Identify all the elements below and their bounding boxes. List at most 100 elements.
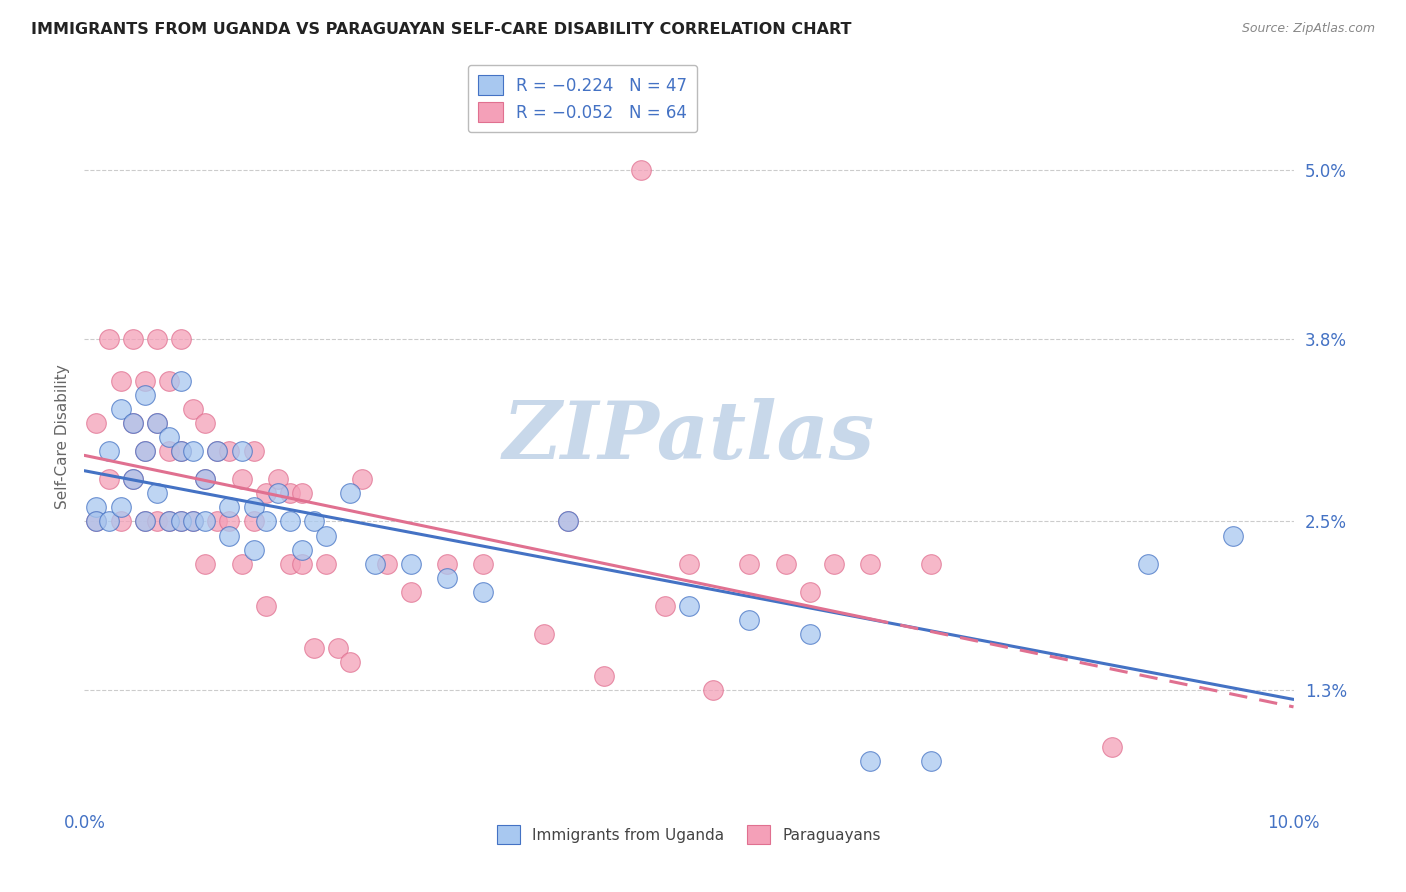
Point bbox=[254, 486, 277, 500]
Point bbox=[110, 401, 132, 416]
Point bbox=[146, 416, 169, 430]
Point bbox=[194, 515, 217, 529]
Point bbox=[363, 557, 385, 571]
Point bbox=[207, 515, 229, 529]
Point bbox=[170, 444, 193, 458]
Point bbox=[799, 584, 821, 599]
Point bbox=[557, 515, 579, 529]
Point bbox=[181, 515, 204, 529]
Text: Source: ZipAtlas.com: Source: ZipAtlas.com bbox=[1241, 22, 1375, 36]
Point bbox=[146, 332, 169, 346]
Point bbox=[121, 332, 143, 346]
Point bbox=[1222, 528, 1244, 542]
Point bbox=[121, 472, 143, 486]
Point bbox=[291, 542, 314, 557]
Point bbox=[654, 599, 676, 613]
Point bbox=[146, 515, 169, 529]
Point bbox=[328, 641, 350, 656]
Point bbox=[207, 444, 229, 458]
Point bbox=[678, 599, 700, 613]
Legend: Immigrants from Uganda, Paraguayans: Immigrants from Uganda, Paraguayans bbox=[491, 819, 887, 850]
Point bbox=[278, 557, 301, 571]
Point bbox=[302, 641, 325, 656]
Point bbox=[823, 557, 845, 571]
Point bbox=[436, 571, 458, 585]
Point bbox=[1101, 739, 1123, 754]
Point bbox=[678, 557, 700, 571]
Point bbox=[121, 416, 143, 430]
Point bbox=[267, 472, 290, 486]
Point bbox=[352, 472, 374, 486]
Point bbox=[242, 444, 264, 458]
Point bbox=[86, 515, 108, 529]
Point bbox=[254, 515, 277, 529]
Point bbox=[278, 515, 301, 529]
Point bbox=[110, 515, 132, 529]
Point bbox=[86, 515, 108, 529]
Text: ZIPatlas: ZIPatlas bbox=[503, 399, 875, 475]
Point bbox=[859, 754, 882, 768]
Point bbox=[242, 515, 264, 529]
Point bbox=[134, 515, 156, 529]
Point bbox=[97, 472, 120, 486]
Point bbox=[218, 444, 240, 458]
Point bbox=[231, 472, 253, 486]
Point bbox=[859, 557, 882, 571]
Point bbox=[146, 486, 169, 500]
Point bbox=[207, 444, 229, 458]
Point bbox=[121, 472, 143, 486]
Point bbox=[775, 557, 797, 571]
Point bbox=[146, 416, 169, 430]
Point bbox=[194, 472, 217, 486]
Point bbox=[181, 515, 204, 529]
Point bbox=[242, 542, 264, 557]
Point bbox=[278, 486, 301, 500]
Point bbox=[170, 444, 193, 458]
Point bbox=[375, 557, 398, 571]
Point bbox=[110, 500, 132, 515]
Point bbox=[593, 669, 616, 683]
Point bbox=[181, 444, 204, 458]
Point bbox=[218, 528, 240, 542]
Y-axis label: Self-Care Disability: Self-Care Disability bbox=[55, 365, 70, 509]
Point bbox=[291, 557, 314, 571]
Point bbox=[920, 754, 942, 768]
Point bbox=[157, 444, 180, 458]
Point bbox=[157, 515, 180, 529]
Point bbox=[339, 655, 361, 669]
Point bbox=[97, 444, 120, 458]
Point bbox=[121, 416, 143, 430]
Point bbox=[799, 627, 821, 641]
Point bbox=[738, 613, 761, 627]
Point bbox=[242, 500, 264, 515]
Point bbox=[738, 557, 761, 571]
Point bbox=[218, 500, 240, 515]
Point bbox=[157, 515, 180, 529]
Point bbox=[157, 430, 180, 444]
Point bbox=[134, 515, 156, 529]
Point bbox=[472, 557, 495, 571]
Point bbox=[302, 515, 325, 529]
Point bbox=[315, 557, 337, 571]
Point bbox=[315, 528, 337, 542]
Point bbox=[218, 515, 240, 529]
Point bbox=[920, 557, 942, 571]
Point bbox=[291, 486, 314, 500]
Point bbox=[86, 500, 108, 515]
Point bbox=[702, 683, 724, 698]
Point bbox=[231, 557, 253, 571]
Point bbox=[267, 486, 290, 500]
Text: IMMIGRANTS FROM UGANDA VS PARAGUAYAN SELF-CARE DISABILITY CORRELATION CHART: IMMIGRANTS FROM UGANDA VS PARAGUAYAN SEL… bbox=[31, 22, 852, 37]
Point bbox=[557, 515, 579, 529]
Point bbox=[630, 162, 652, 177]
Point bbox=[194, 557, 217, 571]
Point bbox=[1137, 557, 1160, 571]
Point bbox=[181, 401, 204, 416]
Point bbox=[110, 374, 132, 388]
Point bbox=[170, 332, 193, 346]
Point bbox=[134, 374, 156, 388]
Point bbox=[399, 557, 422, 571]
Point bbox=[157, 374, 180, 388]
Point bbox=[254, 599, 277, 613]
Point bbox=[399, 584, 422, 599]
